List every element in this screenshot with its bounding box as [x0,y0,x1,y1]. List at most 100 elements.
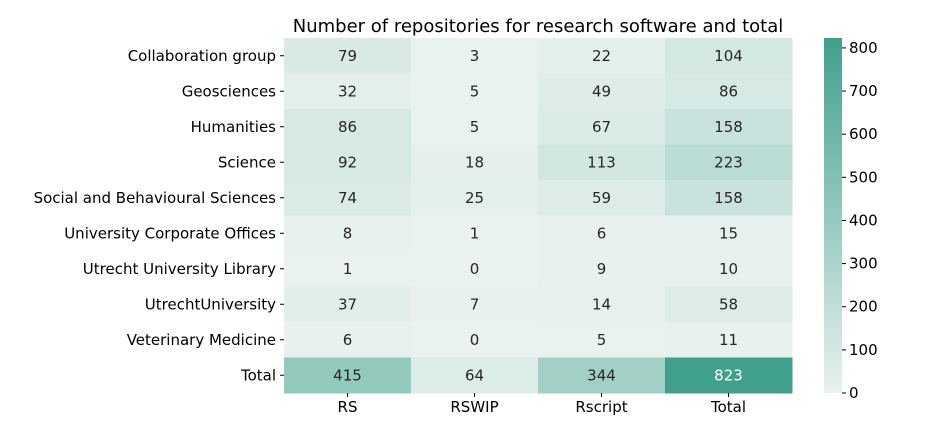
heatmap-cell [284,286,412,323]
colorbar-tick-label: 400 [849,211,878,229]
heatmap-cell [538,357,666,394]
row-label: Humanities [191,118,277,136]
heatmap-cell [284,144,412,181]
heatmap-cell [538,180,666,216]
heatmap-cell [665,109,793,145]
column-label: Rscript [575,398,627,416]
heatmap-cell [284,215,412,252]
cell-value-label: 344 [587,366,616,384]
heatmap-cell [284,73,412,110]
column-label: Total [710,398,746,416]
colorbar-gradient [824,38,842,393]
cell-value-label: 823 [714,366,743,384]
colorbar-tick-label: 300 [849,255,878,273]
heatmap-cell [538,251,666,287]
cell-value-label: 59 [592,189,611,207]
cell-value-label: 64 [465,366,484,384]
heatmap-cell [411,286,539,323]
cell-value-label: 11 [719,331,738,349]
heatmap-cell [284,322,412,358]
heatmap-cell [538,109,666,145]
row-label: University Corporate Offices [64,224,276,242]
cell-value-label: 32 [338,82,357,100]
cell-value-label: 0 [470,331,480,349]
cell-value-label: 9 [597,260,607,278]
cell-value-label: 25 [465,189,484,207]
row-label: Geosciences [182,82,276,100]
row-label: Total [240,366,276,384]
heatmap-cell [284,180,412,216]
cell-value-label: 5 [597,331,607,349]
cell-value-label: 92 [338,153,357,171]
heatmap-cell [284,357,412,394]
heatmap-cell [411,251,539,287]
cell-value-label: 158 [714,118,743,136]
colorbar-tick-label: 0 [849,384,859,402]
heatmap-cell [411,144,539,181]
cell-value-label: 415 [333,366,362,384]
cell-value-label: 1 [343,260,353,278]
row-label: Science [218,153,276,171]
heatmap-cell [665,286,793,323]
heatmap-cell [538,38,666,74]
cell-value-label: 67 [592,118,611,136]
cell-value-label: 3 [470,47,480,65]
cell-value-label: 86 [338,118,357,136]
cell-value-label: 8 [343,224,353,242]
colorbar: 0 100 200 300 400 500 600 700 800 [824,38,878,402]
colorbar-tick-label: 100 [849,341,878,359]
cell-value-label: 58 [719,295,738,313]
heatmap-cell [284,109,412,145]
cell-value-label: 10 [719,260,738,278]
row-label: Utrecht University Library [83,260,276,278]
heatmap-cell [665,73,793,110]
heatmap-cell [538,144,666,181]
row-label: Social and Behavioural Sciences [34,189,277,207]
cell-value-label: 37 [338,295,357,313]
heatmap-cell [665,180,793,216]
colorbar-tick-label: 600 [849,125,878,143]
heatmap-cell [665,322,793,358]
cell-value-label: 6 [597,224,607,242]
heatmap-cell [411,322,539,358]
heatmap-cell [665,251,793,287]
cell-value-label: 5 [470,82,480,100]
column-label: RSWIP [450,398,498,416]
column-label: RS [338,398,358,416]
column-labels: RS RSWIP Rscript Total [338,393,746,416]
heatmap-cell [411,357,539,394]
colorbar-tick-label: 800 [849,39,878,57]
heatmap-cell [411,38,539,74]
row-label: Collaboration group [128,47,276,65]
heatmap-cell [411,109,539,145]
cell-value-label: 6 [343,331,353,349]
heatmap-cell [411,215,539,252]
heatmap-cell [538,73,666,110]
heatmap-cell [665,357,793,394]
cell-value-label: 49 [592,82,611,100]
cell-value-label: 15 [719,224,738,242]
cell-value-label: 0 [470,260,480,278]
cell-value-label: 113 [587,153,616,171]
colorbar-tick-label: 500 [849,168,878,186]
heatmap-cell [665,144,793,181]
heatmap-cell [538,322,666,358]
cell-value-label: 223 [714,153,743,171]
cell-value-label: 14 [592,295,611,313]
heatmap-cell [411,180,539,216]
heatmap-cell [284,251,412,287]
heatmap-cell [284,38,412,74]
cell-value-label: 104 [714,47,743,65]
cell-value-label: 158 [714,189,743,207]
cell-value-label: 18 [465,153,484,171]
heatmap-cell [665,38,793,74]
cell-value-label: 74 [338,189,357,207]
row-label: Veterinary Medicine [127,331,276,349]
row-label: UtrechtUniversity [145,295,276,313]
colorbar-tick-label: 200 [849,298,878,316]
heatmap-cell [411,73,539,110]
colorbar-tick-label: 700 [849,82,878,100]
cell-value-label: 1 [470,224,480,242]
heatmap-cell [538,286,666,323]
